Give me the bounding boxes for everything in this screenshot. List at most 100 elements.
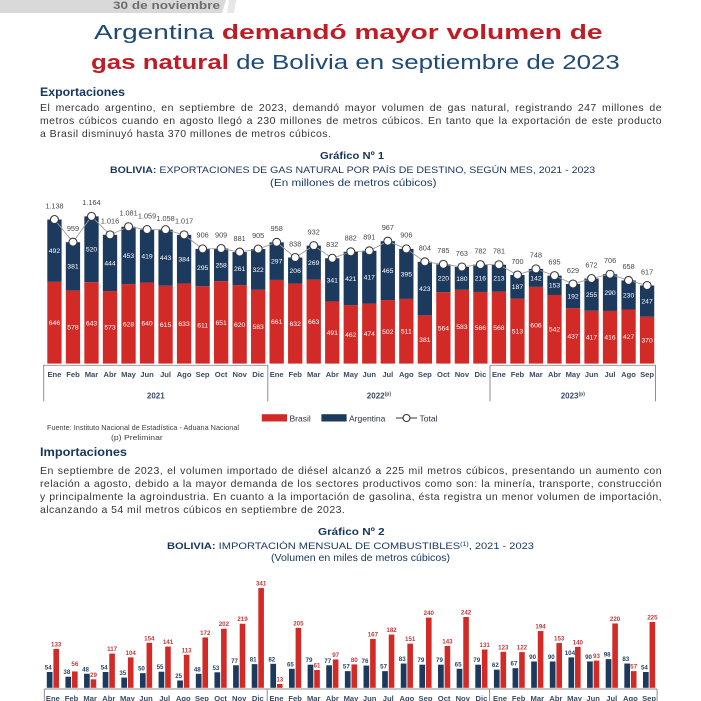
svg-text:672: 672	[585, 260, 597, 269]
svg-text:182: 182	[386, 627, 397, 634]
svg-text:882: 882	[345, 234, 357, 243]
svg-text:932: 932	[308, 227, 320, 236]
svg-text:290: 290	[604, 290, 616, 297]
svg-text:Mar: Mar	[85, 370, 99, 379]
svg-text:632: 632	[290, 321, 302, 328]
svg-text:568: 568	[493, 325, 505, 332]
svg-text:706: 706	[604, 256, 616, 265]
svg-text:491: 491	[327, 330, 339, 337]
svg-text:566: 566	[475, 325, 487, 332]
svg-text:Abr: Abr	[326, 370, 339, 379]
svg-text:341: 341	[256, 581, 267, 588]
svg-text:Ago: Ago	[399, 370, 414, 379]
svg-text:May: May	[566, 370, 582, 379]
svg-text:Ene: Ene	[492, 370, 506, 379]
svg-text:May: May	[121, 370, 137, 379]
svg-text:643: 643	[86, 320, 98, 327]
svg-text:154: 154	[144, 635, 155, 642]
svg-text:29: 29	[90, 672, 97, 679]
svg-text:Mar: Mar	[531, 694, 545, 701]
svg-text:804: 804	[419, 244, 431, 253]
svg-text:341: 341	[327, 277, 339, 284]
svg-text:Ago: Ago	[176, 694, 191, 701]
svg-text:617: 617	[641, 267, 653, 276]
svg-text:465: 465	[382, 268, 394, 275]
svg-text:416: 416	[604, 335, 616, 342]
svg-text:Sep: Sep	[640, 370, 654, 379]
svg-text:Feb: Feb	[65, 694, 79, 701]
svg-text:633: 633	[178, 321, 190, 328]
svg-text:Sep: Sep	[196, 370, 210, 379]
svg-text:295: 295	[197, 265, 209, 272]
svg-text:35: 35	[119, 670, 126, 677]
svg-text:Oct: Oct	[214, 694, 227, 701]
svg-text:763: 763	[456, 249, 468, 258]
svg-text:959: 959	[67, 224, 79, 233]
svg-text:98: 98	[604, 652, 611, 659]
svg-text:881: 881	[234, 234, 246, 243]
svg-text:225: 225	[647, 614, 658, 621]
svg-text:67: 67	[511, 661, 518, 668]
svg-text:76: 76	[362, 658, 369, 665]
svg-text:206: 206	[290, 268, 302, 275]
svg-text:Abr: Abr	[102, 694, 115, 701]
svg-text:628: 628	[123, 321, 135, 328]
svg-text:564: 564	[438, 325, 450, 332]
svg-text:Ene: Ene	[270, 370, 284, 379]
svg-text:453: 453	[123, 253, 135, 260]
svg-text:381: 381	[67, 264, 79, 271]
svg-text:62: 62	[492, 662, 499, 669]
svg-text:54: 54	[101, 665, 108, 672]
svg-text:56: 56	[71, 661, 78, 668]
svg-text:13: 13	[276, 677, 283, 684]
svg-text:Mar: Mar	[529, 370, 543, 379]
svg-text:220: 220	[610, 616, 621, 623]
svg-text:242: 242	[461, 610, 472, 617]
svg-text:230: 230	[623, 292, 635, 299]
svg-text:395: 395	[401, 271, 413, 278]
svg-text:Sep: Sep	[418, 370, 432, 379]
svg-text:Argentina: Argentina	[349, 414, 386, 424]
svg-text:Ene: Ene	[269, 694, 283, 701]
svg-text:Feb: Feb	[512, 694, 526, 701]
svg-text:Mar: Mar	[83, 694, 97, 701]
svg-text:Nov: Nov	[456, 694, 471, 701]
svg-text:202: 202	[219, 621, 230, 628]
svg-text:48: 48	[82, 666, 89, 673]
svg-text:909: 909	[215, 230, 227, 239]
svg-text:421: 421	[345, 276, 357, 283]
svg-text:958: 958	[271, 224, 283, 233]
svg-text:502: 502	[382, 329, 394, 336]
svg-text:57: 57	[380, 664, 387, 671]
svg-text:Total: Total	[420, 414, 438, 424]
svg-text:90: 90	[585, 654, 592, 661]
svg-text:646: 646	[49, 320, 61, 327]
svg-text:658: 658	[622, 262, 634, 271]
svg-text:77: 77	[231, 658, 238, 665]
svg-text:542: 542	[549, 327, 561, 334]
svg-text:80: 80	[351, 657, 358, 664]
svg-text:695: 695	[548, 257, 560, 266]
svg-text:May: May	[343, 370, 359, 379]
svg-text:247: 247	[641, 299, 653, 306]
svg-text:Feb: Feb	[511, 370, 525, 379]
svg-text:891: 891	[363, 233, 375, 242]
svg-text:Dic: Dic	[252, 370, 264, 379]
svg-text:1.081: 1.081	[119, 209, 137, 218]
svg-text:May: May	[120, 694, 136, 701]
svg-text:194: 194	[535, 624, 546, 631]
svg-text:Nov: Nov	[455, 370, 470, 379]
svg-text:54: 54	[641, 665, 648, 672]
svg-text:Dic: Dic	[475, 694, 487, 701]
svg-text:82: 82	[268, 656, 275, 663]
svg-text:79: 79	[306, 657, 313, 664]
svg-text:Abr: Abr	[549, 694, 562, 701]
svg-text:Jun: Jun	[585, 370, 599, 379]
svg-text:258: 258	[215, 262, 227, 269]
svg-text:57: 57	[630, 664, 637, 671]
svg-text:Feb: Feb	[66, 370, 80, 379]
svg-text:474: 474	[364, 331, 376, 338]
svg-text:443: 443	[160, 255, 172, 262]
svg-text:297: 297	[271, 259, 283, 266]
svg-text:1.138: 1.138	[45, 201, 63, 210]
